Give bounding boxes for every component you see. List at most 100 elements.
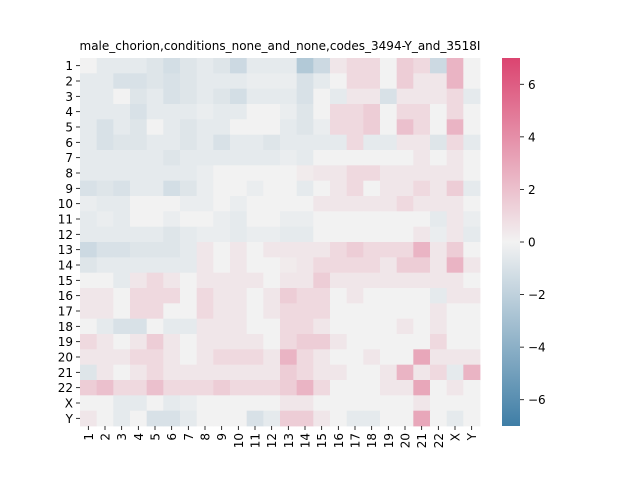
heatmap-cell <box>296 303 314 320</box>
heatmap-cell <box>313 364 331 381</box>
heatmap-cell <box>263 134 281 151</box>
x-tick-label: 1 <box>82 433 96 441</box>
heatmap-cell <box>413 73 431 90</box>
heatmap-cell <box>130 104 148 120</box>
y-tick-label: 19 <box>58 335 73 349</box>
heatmap-cell <box>263 73 281 90</box>
heatmap-cell <box>246 180 264 197</box>
y-tick-label: 11 <box>58 213 73 227</box>
y-tick-label: 8 <box>65 167 73 181</box>
heatmap-cell <box>130 257 148 274</box>
heatmap-cell <box>80 318 98 335</box>
heatmap-cell <box>280 272 298 289</box>
heatmap-cell <box>313 380 331 396</box>
heatmap-cell <box>213 395 231 412</box>
heatmap-cell <box>263 257 281 274</box>
heatmap-cell <box>230 196 248 212</box>
y-tick-label: 16 <box>58 289 73 303</box>
heatmap-cell <box>296 380 314 396</box>
heatmap-cell <box>130 134 148 151</box>
heatmap-cell <box>330 196 348 212</box>
heatmap-cell <box>380 410 398 427</box>
heatmap-cell <box>213 104 231 120</box>
heatmap-cell <box>213 349 231 366</box>
heatmap-cell <box>330 88 348 105</box>
heatmap-cell <box>463 226 481 243</box>
heatmap-cell <box>396 134 414 151</box>
heatmap-cell <box>413 303 431 320</box>
heatmap-cell <box>363 104 381 120</box>
heatmap-cell <box>163 180 181 197</box>
heatmap-cell <box>446 410 464 427</box>
heatmap-cell <box>130 226 148 243</box>
heatmap-cell <box>280 395 298 412</box>
heatmap-cell <box>430 73 448 90</box>
heatmap-cell <box>230 303 248 320</box>
heatmap-cell <box>96 334 114 350</box>
heatmap-cell <box>296 334 314 350</box>
heatmap-cell <box>163 88 181 105</box>
x-tick-label: 19 <box>382 433 396 448</box>
heatmap-cell <box>146 104 164 120</box>
heatmap-cell <box>396 73 414 90</box>
y-tick-label: 20 <box>58 351 73 365</box>
heatmap-cell <box>396 288 414 304</box>
heatmap-cell <box>196 303 214 320</box>
colorbar-tick-label: −2 <box>528 288 546 302</box>
heatmap-cell <box>380 318 398 335</box>
heatmap-cell <box>396 165 414 182</box>
heatmap-cell <box>263 58 281 74</box>
heatmap-cell <box>146 318 164 335</box>
heatmap-cell <box>430 165 448 182</box>
heatmap-cell <box>113 180 131 197</box>
heatmap-cell <box>113 73 131 90</box>
heatmap-cell <box>430 364 448 381</box>
heatmap-cell <box>263 104 281 120</box>
heatmap-cell <box>463 211 481 228</box>
heatmap-cell <box>313 410 331 427</box>
heatmap-cell <box>330 119 348 136</box>
chart-title: male_chorion,conditions_none_and_none,co… <box>80 39 481 53</box>
heatmap-cell <box>346 119 364 136</box>
heatmap-cell <box>146 334 164 350</box>
heatmap-cell <box>446 119 464 136</box>
heatmap-cell <box>463 303 481 320</box>
heatmap-cell <box>330 288 348 304</box>
y-tick-label: 12 <box>58 228 73 242</box>
heatmap-cell <box>80 180 98 197</box>
heatmap-cell <box>196 364 214 381</box>
heatmap-cell <box>380 104 398 120</box>
heatmap-cell <box>180 150 198 166</box>
heatmap-cell <box>130 380 148 396</box>
heatmap-cell <box>96 257 114 274</box>
heatmap-cell <box>113 165 131 182</box>
heatmap-cell <box>430 211 448 228</box>
heatmap-cell <box>280 349 298 366</box>
heatmap-cell <box>96 134 114 151</box>
heatmap-cell <box>313 226 331 243</box>
heatmap-cell <box>96 395 114 412</box>
heatmap-cell <box>180 196 198 212</box>
heatmap-cell <box>346 272 364 289</box>
heatmap-cell <box>246 318 264 335</box>
heatmap-cell <box>163 104 181 120</box>
heatmap-cell <box>213 334 231 350</box>
heatmap-cell <box>130 303 148 320</box>
heatmap-cell <box>346 242 364 258</box>
heatmap-cell <box>446 272 464 289</box>
heatmap-cell <box>163 196 181 212</box>
heatmap-cell <box>163 364 181 381</box>
heatmap-cell <box>313 349 331 366</box>
heatmap-cell <box>146 58 164 74</box>
heatmap-cell <box>463 272 481 289</box>
x-tick-label: 3 <box>115 433 129 441</box>
heatmap-cell <box>396 88 414 105</box>
x-tick-label: 5 <box>149 433 163 441</box>
heatmap-cell <box>380 196 398 212</box>
heatmap-cell <box>313 242 331 258</box>
heatmap-cell <box>313 257 331 274</box>
heatmap-cell <box>280 73 298 90</box>
heatmap-cell <box>246 303 264 320</box>
heatmap-cell <box>196 196 214 212</box>
heatmap-cell <box>80 242 98 258</box>
